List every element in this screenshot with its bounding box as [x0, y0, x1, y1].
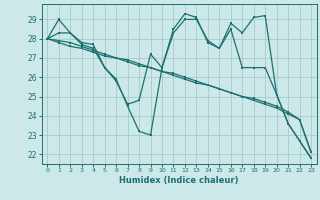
X-axis label: Humidex (Indice chaleur): Humidex (Indice chaleur) — [119, 176, 239, 185]
